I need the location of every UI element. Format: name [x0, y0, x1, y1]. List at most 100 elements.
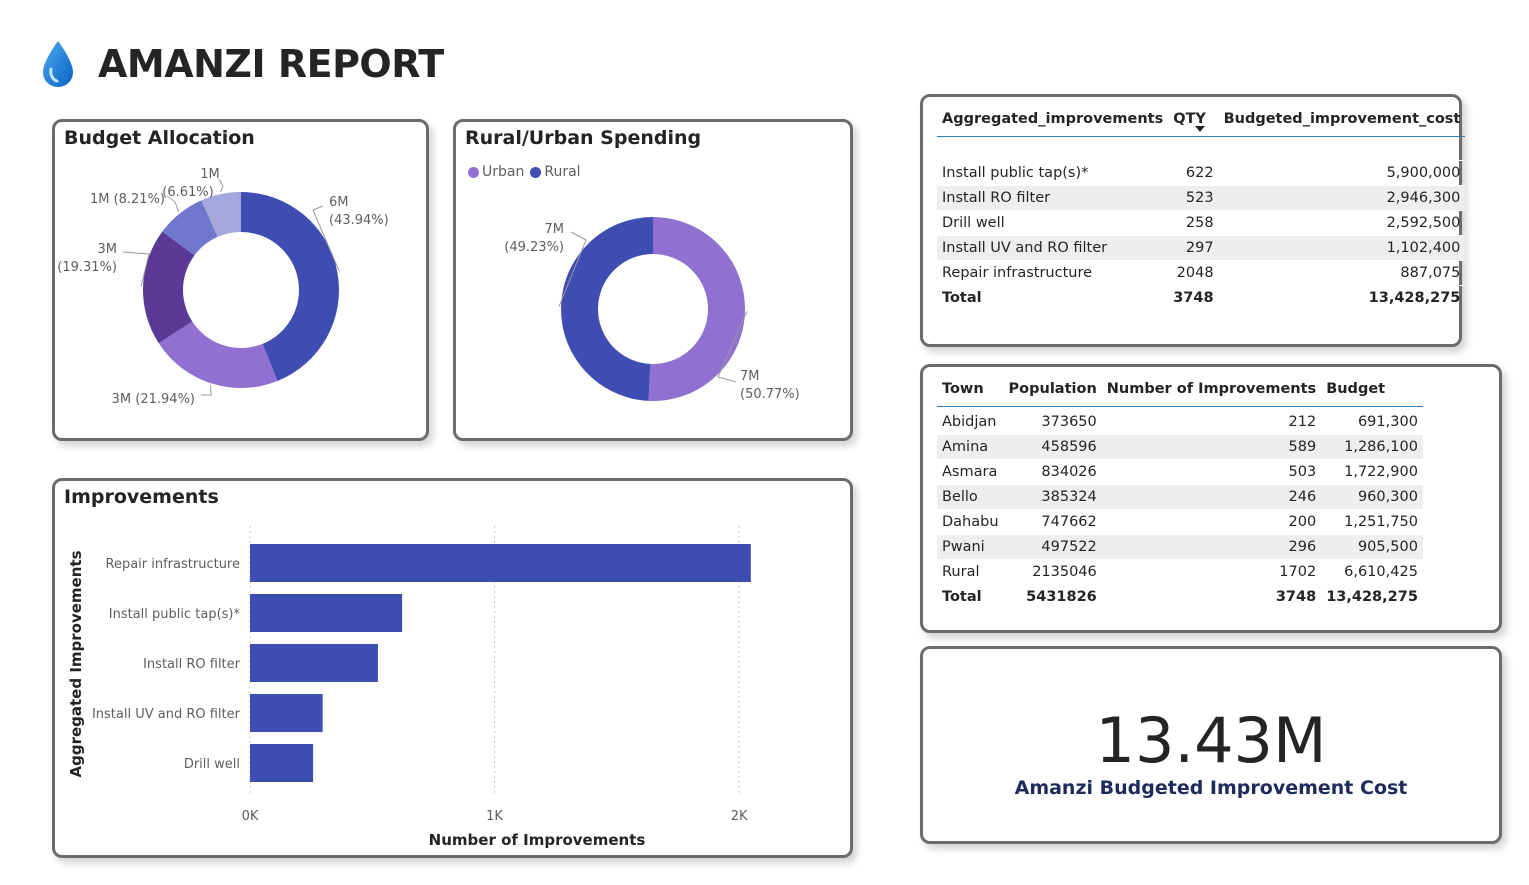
aggregated-improvements-table-card[interactable]: Aggregated_improvements QTY Budgeted_imp… [920, 94, 1466, 347]
table-row[interactable]: Rural 2135046 1702 6,610,425 [937, 559, 1423, 585]
cell-improvements: 296 [1101, 534, 1322, 560]
donut-slice[interactable] [143, 231, 195, 344]
rural-urban-card[interactable]: Rural/Urban Spending Urban Rural 7M (50.7… [453, 119, 853, 441]
cell-cost: 5,900,000 [1218, 160, 1466, 186]
table-row[interactable]: Abidjan 373650 212 691,300 [937, 409, 1423, 435]
cell-improvements: 246 [1101, 484, 1322, 510]
kpi-card[interactable]: 13.43M Amanzi Budgeted Improvement Cost [920, 646, 1502, 844]
bar[interactable] [250, 544, 751, 582]
x-axis-title: Number of Improvements [429, 831, 646, 849]
cell-budget: 691,300 [1321, 409, 1423, 435]
table-row [937, 136, 1466, 161]
cell-population: 373650 [1003, 409, 1102, 435]
x-tick-label: 0K [242, 809, 259, 824]
cell-town: Dahabu [937, 509, 1004, 535]
donut-slice[interactable] [648, 217, 745, 401]
cell-budget: 905,500 [1321, 534, 1423, 560]
table-row[interactable]: Drill well 258 2,592,500 [937, 210, 1466, 236]
donut-slice[interactable] [241, 192, 339, 381]
cell-cost: 2,946,300 [1218, 185, 1466, 211]
rural-urban-donut-chart[interactable]: 7M (50.77%) 7M (49.23%) [456, 122, 850, 438]
bar[interactable] [250, 644, 378, 682]
leader-line [558, 231, 587, 307]
cell-improvements: 212 [1101, 409, 1322, 435]
leader-line [122, 251, 150, 287]
legend-dot-rural [530, 166, 542, 178]
rural-urban-legend: Urban Rural [468, 164, 587, 180]
total-label: Total [937, 285, 1169, 310]
cell-population: 834026 [1003, 459, 1102, 485]
cell-town: Pwani [937, 534, 1004, 560]
slice-label: 6M [329, 195, 349, 210]
table-row[interactable]: Amina 458596 589 1,286,100 [937, 434, 1423, 460]
town-table-card[interactable]: Town Population Number of Improvements B… [920, 364, 1502, 633]
legend-item-urban[interactable]: Urban [468, 164, 524, 180]
leader-line [218, 178, 224, 193]
kpi-label: Amanzi Budgeted Improvement Cost [1014, 777, 1408, 799]
cell-cost: 1,102,400 [1218, 235, 1466, 261]
column-header-population[interactable]: Population [1003, 372, 1102, 407]
improvements-card[interactable]: Improvements 0K 1K 2K Repair infrastructure… [52, 478, 853, 858]
cell-budget: 960,300 [1321, 484, 1423, 510]
table-total-row: Total 5431826 3748 13,428,275 [937, 584, 1423, 609]
legend-item-rural[interactable]: Rural [530, 164, 581, 180]
column-header-qty[interactable]: QTY [1168, 102, 1219, 137]
column-header-town[interactable]: Town [937, 372, 1004, 407]
total-improvements: 3748 [1101, 584, 1322, 609]
cell-budget: 6,610,425 [1321, 559, 1423, 585]
slice-label: 3M (21.94%) [112, 392, 195, 407]
bar[interactable] [250, 694, 323, 732]
table-row[interactable]: Install RO filter 523 2,946,300 [937, 185, 1466, 211]
budget-allocation-card[interactable]: Budget Allocation 6M (43.94%) 3M (21.94%) 3… [52, 119, 429, 441]
slice-label: 7M [740, 369, 760, 384]
column-header-number-of-improvements[interactable]: Number of Improvements [1101, 372, 1322, 407]
report-header: AMANZI REPORT [40, 38, 444, 90]
cell-population: 497522 [1003, 534, 1102, 560]
cell-qty: 2048 [1168, 260, 1219, 286]
bar[interactable] [250, 594, 403, 632]
table-row[interactable]: Install public tap(s)* 622 5,900,000 [937, 160, 1466, 186]
rural-urban-title: Rural/Urban Spending [465, 127, 702, 149]
slice-percent-label: (49.23%) [504, 240, 564, 255]
table-total-row: Total 3748 13,428,275 [937, 285, 1466, 310]
slice-percent-label: (6.61%) [162, 185, 213, 200]
table-row[interactable]: Bello 385324 246 960,300 [937, 484, 1423, 510]
cell-improvement: Repair infrastructure [937, 260, 1169, 286]
table-row[interactable]: Dahabu 747662 200 1,251,750 [937, 509, 1423, 535]
cell-improvement: Drill well [937, 210, 1169, 236]
cell-qty: 523 [1168, 185, 1219, 211]
cell-qty: 258 [1168, 210, 1219, 236]
cell-town: Abidjan [937, 409, 1004, 435]
bar[interactable] [250, 744, 314, 782]
slice-percent-label: (43.94%) [329, 213, 389, 228]
x-tick-label: 1K [486, 809, 503, 824]
slice-label: 7M [545, 222, 565, 237]
column-header-budgeted-improvement-cost[interactable]: Budgeted_improvement_cost [1218, 102, 1466, 137]
cell-town: Bello [937, 484, 1004, 510]
column-header-aggregated-improvements[interactable]: Aggregated_improvements [937, 102, 1169, 137]
budget-allocation-donut-chart[interactable]: 6M (43.94%) 3M (21.94%) 3M (19.31%) 1M (8.21%… [55, 122, 426, 438]
aggregated-improvements-table: Aggregated_improvements QTY Budgeted_imp… [937, 102, 1466, 310]
donut-slice[interactable] [162, 200, 218, 256]
y-category-label: Install public tap(s)* [109, 607, 241, 622]
sort-descending-icon[interactable] [1195, 126, 1205, 132]
total-cost: 13,428,275 [1218, 285, 1466, 310]
y-category-label: Repair infrastructure [106, 557, 241, 572]
cell-improvement: Install UV and RO filter [937, 235, 1169, 261]
cell-budget: 1,251,750 [1321, 509, 1423, 535]
slice-label: 1M [200, 167, 220, 182]
donut-slice[interactable] [158, 321, 278, 388]
table-row [937, 406, 1423, 410]
cell-town: Amina [937, 434, 1004, 460]
total-qty: 3748 [1168, 285, 1219, 310]
improvements-bar-chart[interactable]: 0K 1K 2K Repair infrastructure Install publi… [55, 481, 850, 855]
table-row[interactable]: Install UV and RO filter 297 1,102,400 [937, 235, 1466, 261]
table-row[interactable]: Pwani 497522 296 905,500 [937, 534, 1423, 560]
donut-slice[interactable] [560, 217, 653, 401]
table-row[interactable]: Asmara 834026 503 1,722,900 [937, 459, 1423, 485]
kpi-value: 13.43M [1095, 704, 1327, 777]
donut-slice[interactable] [201, 192, 241, 237]
total-budget: 13,428,275 [1321, 584, 1423, 609]
table-row[interactable]: Repair infrastructure 2048 887,075 [937, 260, 1466, 286]
column-header-budget[interactable]: Budget [1321, 372, 1423, 407]
